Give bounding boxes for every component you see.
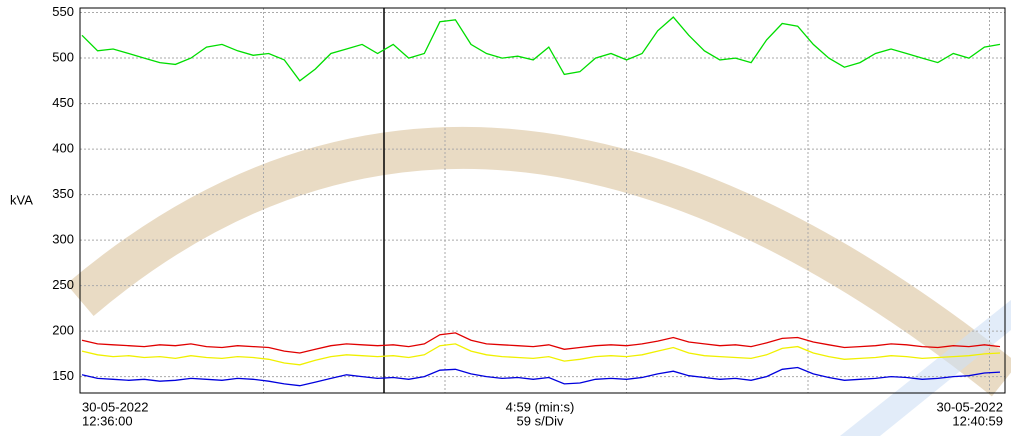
watermark-arc bbox=[66, 126, 1011, 397]
y-tick-label: 450 bbox=[52, 95, 74, 110]
x-end-date: 30-05-2022 bbox=[937, 399, 1004, 414]
y-axis-label: kVA bbox=[10, 192, 33, 207]
series-line bbox=[81, 343, 1001, 366]
y-tick-label: 350 bbox=[52, 186, 74, 201]
y-tick-label: 500 bbox=[52, 49, 74, 64]
watermark-shape bbox=[840, 300, 1011, 436]
y-tick-label: 200 bbox=[52, 323, 74, 338]
y-tick-label: 400 bbox=[52, 141, 74, 156]
x-end-time: 12:40:59 bbox=[952, 413, 1003, 428]
series-line bbox=[81, 332, 1001, 354]
y-tick-label: 250 bbox=[52, 277, 74, 292]
series-line bbox=[81, 366, 1001, 387]
plot-frame bbox=[79, 7, 1006, 394]
x-start-date: 30-05-2022 bbox=[82, 399, 149, 414]
x-span: 4:59 (min:s) bbox=[506, 399, 575, 414]
x-division: 59 s/Div bbox=[517, 413, 564, 428]
y-tick-label: 300 bbox=[52, 232, 74, 247]
y-tick-label: 550 bbox=[52, 4, 74, 19]
series-line bbox=[81, 16, 1001, 82]
y-tick-label: 150 bbox=[52, 368, 74, 383]
x-start-time: 12:36:00 bbox=[82, 413, 133, 428]
